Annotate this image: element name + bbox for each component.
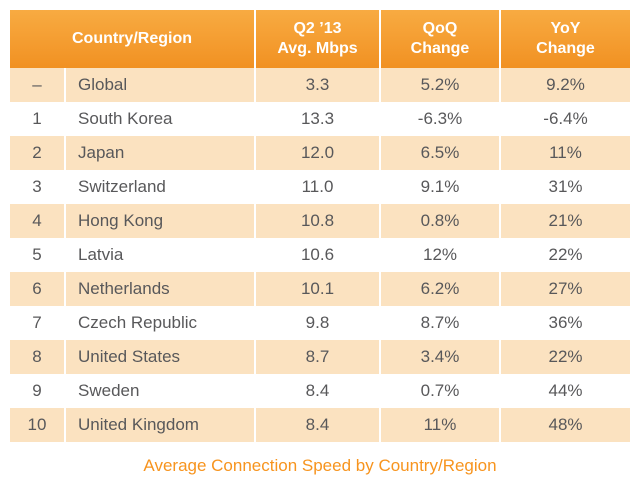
rank-cell: – <box>10 68 65 102</box>
header-avg-mbps: Q2 ’13 Avg. Mbps <box>254 10 380 68</box>
rank-cell: 8 <box>10 340 65 374</box>
header-yoy-change: YoY Change <box>499 10 630 68</box>
country-cell: South Korea <box>64 102 255 136</box>
yoy-change-cell: 21% <box>499 204 630 238</box>
avg-mbps-cell: 8.4 <box>254 408 380 442</box>
avg-mbps-cell: 11.0 <box>254 170 380 204</box>
qoq-change-cell: 6.2% <box>379 272 500 306</box>
qoq-change-cell: 0.7% <box>379 374 500 408</box>
rank-cell: 6 <box>10 272 65 306</box>
connection-speed-table: Country/Region Q2 ’13 Avg. Mbps QoQ Chan… <box>10 10 630 442</box>
country-cell: Japan <box>64 136 255 170</box>
rank-cell: 5 <box>10 238 65 272</box>
table-row: 1 South Korea 13.3 -6.3% -6.4% <box>10 102 630 136</box>
rank-cell: 2 <box>10 136 65 170</box>
header-yoy-line1: YoY <box>550 20 581 37</box>
avg-mbps-cell: 10.1 <box>254 272 380 306</box>
avg-mbps-cell: 9.8 <box>254 306 380 340</box>
country-cell: Hong Kong <box>64 204 255 238</box>
yoy-change-cell: 44% <box>499 374 630 408</box>
qoq-change-cell: 6.5% <box>379 136 500 170</box>
rank-cell: 1 <box>10 102 65 136</box>
table-row: 9 Sweden 8.4 0.7% 44% <box>10 374 630 408</box>
header-avg-mbps-line2: Avg. Mbps <box>277 40 358 57</box>
table-row: 8 United States 8.7 3.4% 22% <box>10 340 630 374</box>
avg-mbps-cell: 13.3 <box>254 102 380 136</box>
header-country-region: Country/Region <box>10 10 255 68</box>
header-country-region-label: Country/Region <box>72 30 192 47</box>
qoq-change-cell: 8.7% <box>379 306 500 340</box>
country-cell: Netherlands <box>64 272 255 306</box>
table-row: 4 Hong Kong 10.8 0.8% 21% <box>10 204 630 238</box>
header-qoq-line1: QoQ <box>422 20 458 37</box>
header-row: Country/Region Q2 ’13 Avg. Mbps QoQ Chan… <box>10 10 630 68</box>
yoy-change-cell: 27% <box>499 272 630 306</box>
table-caption: Average Connection Speed by Country/Regi… <box>143 456 497 475</box>
table-row: 7 Czech Republic 9.8 8.7% 36% <box>10 306 630 340</box>
header-yoy-line2: Change <box>536 40 595 57</box>
avg-mbps-cell: 3.3 <box>254 68 380 102</box>
table-row: – Global 3.3 5.2% 9.2% <box>10 68 630 102</box>
rank-cell: 3 <box>10 170 65 204</box>
rank-cell: 10 <box>10 408 65 442</box>
qoq-change-cell: 11% <box>379 408 500 442</box>
country-cell: Switzerland <box>64 170 255 204</box>
table-body: – Global 3.3 5.2% 9.2% 1 South Korea 13.… <box>10 68 630 442</box>
country-cell: United States <box>64 340 255 374</box>
country-cell: Global <box>64 68 255 102</box>
qoq-change-cell: 5.2% <box>379 68 500 102</box>
yoy-change-cell: 31% <box>499 170 630 204</box>
rank-cell: 4 <box>10 204 65 238</box>
qoq-change-cell: 3.4% <box>379 340 500 374</box>
header-qoq-line2: Change <box>410 40 470 57</box>
rank-cell: 9 <box>10 374 65 408</box>
avg-mbps-cell: 10.6 <box>254 238 380 272</box>
rank-cell: 7 <box>10 306 65 340</box>
yoy-change-cell: 9.2% <box>499 68 630 102</box>
qoq-change-cell: 0.8% <box>379 204 500 238</box>
country-cell: United Kingdom <box>64 408 255 442</box>
page: Country/Region Q2 ’13 Avg. Mbps QoQ Chan… <box>10 10 630 475</box>
yoy-change-cell: 48% <box>499 408 630 442</box>
header-avg-mbps-line1: Q2 ’13 <box>293 20 342 37</box>
yoy-change-cell: 22% <box>499 238 630 272</box>
yoy-change-cell: -6.4% <box>499 102 630 136</box>
avg-mbps-cell: 8.4 <box>254 374 380 408</box>
avg-mbps-cell: 8.7 <box>254 340 380 374</box>
table-header: Country/Region Q2 ’13 Avg. Mbps QoQ Chan… <box>10 10 630 68</box>
qoq-change-cell: 9.1% <box>379 170 500 204</box>
avg-mbps-cell: 12.0 <box>254 136 380 170</box>
country-cell: Latvia <box>64 238 255 272</box>
yoy-change-cell: 11% <box>499 136 630 170</box>
header-qoq-change: QoQ Change <box>379 10 500 68</box>
table-row: 10 United Kingdom 8.4 11% 48% <box>10 408 630 442</box>
qoq-change-cell: -6.3% <box>379 102 500 136</box>
yoy-change-cell: 22% <box>499 340 630 374</box>
table-row: 6 Netherlands 10.1 6.2% 27% <box>10 272 630 306</box>
table-row: 5 Latvia 10.6 12% 22% <box>10 238 630 272</box>
qoq-change-cell: 12% <box>379 238 500 272</box>
country-cell: Sweden <box>64 374 255 408</box>
table-row: 2 Japan 12.0 6.5% 11% <box>10 136 630 170</box>
yoy-change-cell: 36% <box>499 306 630 340</box>
country-cell: Czech Republic <box>64 306 255 340</box>
avg-mbps-cell: 10.8 <box>254 204 380 238</box>
table-row: 3 Switzerland 11.0 9.1% 31% <box>10 170 630 204</box>
